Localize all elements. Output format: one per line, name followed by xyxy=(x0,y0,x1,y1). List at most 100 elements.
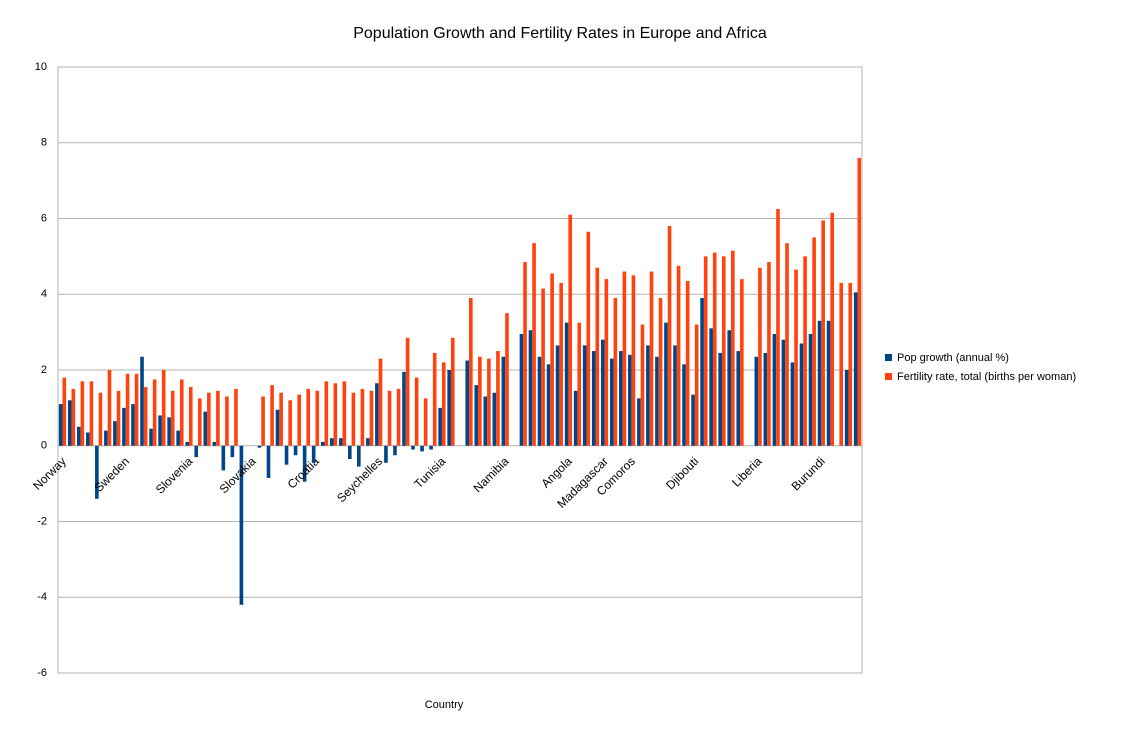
bar xyxy=(239,445,244,605)
bar xyxy=(582,345,587,446)
bar xyxy=(98,392,103,446)
bar xyxy=(857,157,862,446)
bar xyxy=(185,441,189,446)
bar xyxy=(170,390,175,446)
bar xyxy=(198,398,202,446)
bar xyxy=(492,392,497,446)
bar xyxy=(176,430,180,446)
bar xyxy=(853,292,858,446)
bar xyxy=(700,298,704,446)
bar xyxy=(609,358,614,446)
bar xyxy=(62,377,67,446)
bar xyxy=(646,345,650,446)
x-tick-group: Burundi xyxy=(789,454,828,493)
bar xyxy=(803,256,807,446)
bar xyxy=(329,438,334,446)
bar xyxy=(844,370,849,446)
bar xyxy=(149,428,153,446)
bar xyxy=(465,360,470,446)
x-tick-label: Djibouti xyxy=(663,454,701,492)
bar xyxy=(293,445,298,456)
bar xyxy=(541,288,545,446)
bar xyxy=(76,426,81,446)
bar xyxy=(80,381,85,446)
bar xyxy=(736,351,741,446)
bar xyxy=(631,275,636,446)
bar xyxy=(622,271,627,446)
bar xyxy=(225,396,229,446)
bar xyxy=(790,362,795,446)
bar xyxy=(767,262,771,446)
bar xyxy=(573,390,578,446)
bar xyxy=(496,351,500,446)
legend-label: Pop growth (annual %) xyxy=(897,352,1009,364)
bar xyxy=(134,373,139,446)
bar xyxy=(275,409,280,446)
bar xyxy=(89,381,94,446)
bar xyxy=(405,337,410,446)
y-tick-label: 4 xyxy=(41,288,47,300)
bar xyxy=(613,298,618,446)
bar xyxy=(320,441,325,446)
bar xyxy=(501,356,506,446)
bar xyxy=(384,445,388,463)
bar xyxy=(351,392,356,446)
bar xyxy=(478,356,482,446)
bar xyxy=(532,243,536,446)
y-tick-label: -6 xyxy=(37,667,47,679)
bar xyxy=(347,445,352,460)
bar xyxy=(691,394,695,446)
bar xyxy=(333,383,338,446)
bar xyxy=(360,388,365,446)
y-tick-label: 2 xyxy=(41,364,47,376)
bar xyxy=(487,358,491,446)
legend-swatch xyxy=(885,373,892,380)
x-tick-label: Slovenia xyxy=(153,454,196,497)
bar xyxy=(194,445,199,458)
bar xyxy=(447,370,451,446)
bar xyxy=(161,370,166,446)
bar xyxy=(848,282,853,446)
bar xyxy=(95,445,99,499)
bar xyxy=(830,212,834,446)
bar xyxy=(731,250,735,446)
bar xyxy=(817,320,822,446)
bar xyxy=(86,432,90,446)
bar xyxy=(297,394,301,446)
bar xyxy=(595,267,600,446)
bar xyxy=(474,385,479,446)
bar xyxy=(67,400,72,446)
bar xyxy=(113,421,117,446)
bar xyxy=(125,373,130,446)
bar xyxy=(839,282,844,446)
y-tick-label: 8 xyxy=(41,137,47,149)
bar xyxy=(763,352,768,446)
bar xyxy=(221,445,226,471)
bar xyxy=(772,334,777,446)
bar xyxy=(785,243,789,446)
bar xyxy=(591,351,596,446)
legend-label: Fertility rate, total (births per woman) xyxy=(897,371,1076,383)
bar xyxy=(393,445,397,456)
bar xyxy=(402,371,406,446)
bar xyxy=(673,345,677,446)
bar xyxy=(324,381,329,446)
bar xyxy=(257,445,262,448)
bar xyxy=(261,396,265,446)
bar xyxy=(122,407,126,446)
bar xyxy=(212,441,217,446)
bar xyxy=(528,330,533,446)
bar xyxy=(207,392,211,446)
bar xyxy=(655,356,659,446)
bar xyxy=(505,313,509,446)
x-axis-label: Country xyxy=(425,699,464,711)
bar xyxy=(546,364,551,446)
bar xyxy=(577,322,582,446)
bar xyxy=(667,226,672,446)
bar xyxy=(523,262,527,446)
bar xyxy=(230,445,235,458)
y-tick-label: -4 xyxy=(37,591,47,603)
bar xyxy=(414,377,419,446)
y-tick-label: 0 xyxy=(41,440,47,452)
